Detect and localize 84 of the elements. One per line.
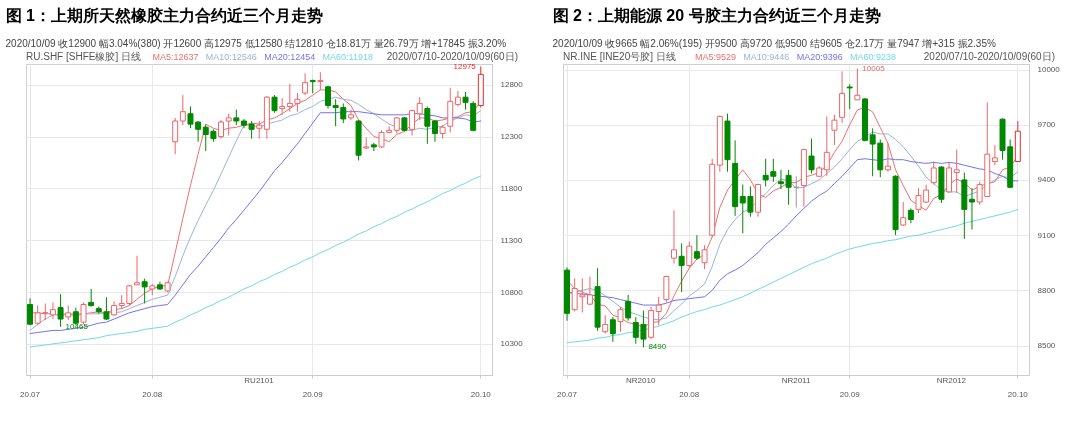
x-tick-label: 20.08 xyxy=(679,389,700,399)
candlestick xyxy=(846,83,853,110)
y-tick-label: 11800 xyxy=(500,183,523,193)
candlestick xyxy=(602,314,609,335)
candlestick xyxy=(424,106,431,145)
legend-title: RU.SHF [SHFE橡胶] 日线 xyxy=(26,51,142,62)
annotation: 10005 xyxy=(862,63,886,73)
annotation: 12975 xyxy=(453,61,477,71)
candlestick xyxy=(625,294,632,322)
y-tick-label: 9400 xyxy=(1037,175,1056,185)
x-tick-label: 20.10 xyxy=(470,389,492,399)
candlestick xyxy=(671,209,677,265)
candlestick xyxy=(347,109,354,121)
annotation: 8490 xyxy=(648,342,667,352)
text: 2020/07/10-2020/10/09(60日) xyxy=(386,51,518,62)
candlestick xyxy=(454,90,461,107)
y-tick-label: 9100 xyxy=(1037,230,1056,240)
candlestick xyxy=(218,119,225,140)
annotation: 10465 xyxy=(65,321,89,331)
legend-title: NR.INE [INE20号胶] 日线 xyxy=(563,51,676,62)
candlestick xyxy=(609,316,616,343)
candlestick xyxy=(693,234,700,261)
text: RU2101 xyxy=(244,376,275,385)
y-tick-label: 10000 xyxy=(1037,65,1061,75)
candlestick xyxy=(900,201,907,227)
x-tick-label: 20.09 xyxy=(839,389,861,399)
candlestick xyxy=(884,142,891,173)
text: MA60:11918 xyxy=(322,52,373,62)
candlestick xyxy=(946,161,953,194)
candlestick xyxy=(141,278,148,304)
candlestick xyxy=(701,244,708,270)
y-tick-label: 12300 xyxy=(500,132,524,142)
candlestick xyxy=(854,68,861,101)
candlestick xyxy=(686,241,693,269)
y-tick-label: 12800 xyxy=(500,80,524,90)
line-series xyxy=(566,208,1019,344)
line-series xyxy=(29,175,482,348)
chart-title: 图 2：上期能源 20 号胶主力合约近三个月走势 xyxy=(552,6,881,24)
candlestick xyxy=(409,109,416,137)
x-tick-label: 20.07 xyxy=(557,389,578,399)
text: MA20:12454 xyxy=(264,52,316,62)
y-tick-label: 9700 xyxy=(1037,120,1056,130)
y-tick-label: 10300 xyxy=(500,339,524,349)
candlestick xyxy=(968,187,975,231)
chart-title: 图 1：上期所天然橡胶主力合约近三个月走势 xyxy=(5,6,323,25)
text: MA10:12546 xyxy=(205,52,257,62)
candlestick xyxy=(57,293,64,328)
y-tick-label: 8800 xyxy=(1037,285,1056,295)
x-tick-label: 20.09 xyxy=(302,389,324,399)
text: MA20:9396 xyxy=(796,52,843,62)
text: MA5:12637 xyxy=(152,52,199,62)
candlestick xyxy=(839,70,846,124)
candlestick xyxy=(302,72,309,96)
text: MA10:9446 xyxy=(743,52,790,62)
candlestick xyxy=(678,242,685,293)
x-tick-label: 20.08 xyxy=(142,389,163,399)
y-tick-label: 10800 xyxy=(500,287,524,297)
text: NR2010 xyxy=(625,376,656,385)
chart-subtitle: 2020/10/09 收9665 幅2.06%(195) 开9500 高9720 低9500 结9605 仓2.17万 量7947 增+315 振2.35% xyxy=(552,38,996,49)
x-tick-label: 20.10 xyxy=(1007,389,1029,399)
text: 2020/07/10-2020/10/09(60日) xyxy=(923,51,1055,62)
candlestick xyxy=(88,288,95,308)
text: NR2011 xyxy=(781,376,811,385)
text: MA60:9238 xyxy=(850,52,897,62)
chart-subtitle: 2020/10/09 收12900 幅3.04%(380) 开12600 高12975 低12580 结12810 仓18.81万 量26.79万 增+17845 振3.20% xyxy=(5,38,507,49)
text: NR2012 xyxy=(936,376,967,385)
candlestick xyxy=(930,161,937,186)
candlestick xyxy=(225,113,232,137)
candlestick xyxy=(831,114,838,146)
candlestick xyxy=(134,255,140,286)
candlestick xyxy=(991,144,998,166)
candlestick xyxy=(823,115,830,177)
y-tick-label: 8500 xyxy=(1037,341,1056,351)
y-tick-label: 11300 xyxy=(500,235,523,245)
candlestick xyxy=(953,149,960,194)
candlestick xyxy=(808,138,815,174)
candlestick xyxy=(663,275,670,303)
candlestick xyxy=(586,276,593,306)
candlestick xyxy=(179,94,186,126)
text: MA5:9529 xyxy=(695,52,737,62)
candlestick xyxy=(27,297,33,326)
candlestick xyxy=(416,96,423,121)
candlestick xyxy=(172,117,179,155)
x-tick-label: 20.07 xyxy=(20,389,41,399)
